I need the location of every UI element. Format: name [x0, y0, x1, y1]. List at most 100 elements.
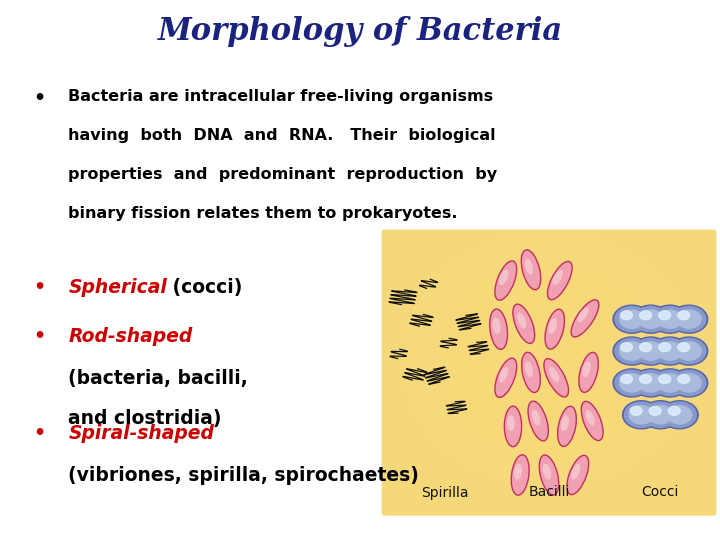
Text: having  both  DNA  and  RNA.   Their  biological: having both DNA and RNA. Their biologica…: [68, 128, 496, 143]
Ellipse shape: [585, 410, 595, 426]
Circle shape: [613, 305, 650, 333]
Circle shape: [670, 369, 708, 397]
Circle shape: [662, 402, 696, 428]
Circle shape: [632, 337, 670, 365]
Circle shape: [639, 374, 663, 392]
Text: properties  and  predominant  reproduction  by: properties and predominant reproduction …: [68, 167, 498, 182]
Ellipse shape: [513, 304, 535, 343]
Ellipse shape: [517, 313, 526, 328]
Circle shape: [670, 337, 708, 365]
Circle shape: [649, 406, 661, 415]
Circle shape: [677, 342, 701, 360]
Circle shape: [677, 374, 701, 392]
Ellipse shape: [547, 261, 572, 300]
Text: Bacteria are intracellular free-living organisms: Bacteria are intracellular free-living o…: [68, 89, 493, 104]
Ellipse shape: [492, 318, 500, 334]
Circle shape: [621, 310, 632, 320]
Ellipse shape: [504, 406, 521, 447]
Circle shape: [621, 343, 632, 352]
Ellipse shape: [402, 232, 696, 485]
Circle shape: [629, 406, 654, 424]
Circle shape: [672, 307, 706, 332]
Text: (cocci): (cocci): [166, 278, 242, 297]
Ellipse shape: [543, 464, 552, 480]
Circle shape: [672, 370, 706, 395]
Text: Spherical: Spherical: [68, 278, 167, 297]
Circle shape: [639, 310, 663, 328]
Ellipse shape: [567, 455, 589, 495]
Ellipse shape: [525, 361, 533, 377]
Circle shape: [613, 337, 650, 365]
Circle shape: [621, 375, 632, 383]
Circle shape: [653, 339, 687, 364]
Circle shape: [653, 307, 687, 332]
Circle shape: [677, 310, 701, 328]
Ellipse shape: [577, 308, 589, 322]
Circle shape: [634, 339, 667, 364]
Circle shape: [648, 406, 672, 424]
Circle shape: [642, 401, 679, 429]
Circle shape: [634, 370, 667, 395]
Circle shape: [639, 342, 663, 360]
Circle shape: [651, 337, 688, 365]
Ellipse shape: [558, 406, 576, 447]
Ellipse shape: [581, 401, 603, 441]
Text: (vibriones, spirilla, spirochaetes): (vibriones, spirilla, spirochaetes): [68, 466, 419, 485]
Circle shape: [632, 305, 670, 333]
Ellipse shape: [514, 464, 522, 480]
Text: •: •: [34, 278, 45, 297]
Circle shape: [630, 406, 642, 415]
Circle shape: [658, 374, 682, 392]
Ellipse shape: [571, 464, 580, 480]
Circle shape: [658, 310, 682, 328]
Circle shape: [658, 342, 682, 360]
Circle shape: [624, 402, 658, 428]
Circle shape: [615, 370, 649, 395]
Text: Bacilli: Bacilli: [528, 485, 570, 500]
FancyBboxPatch shape: [382, 230, 716, 516]
Circle shape: [644, 402, 678, 428]
Circle shape: [661, 401, 698, 429]
Circle shape: [651, 369, 688, 397]
Text: (bacteria, bacilli,: (bacteria, bacilli,: [68, 369, 248, 388]
Text: •: •: [34, 89, 45, 108]
Ellipse shape: [499, 269, 508, 285]
Ellipse shape: [561, 415, 569, 431]
Circle shape: [620, 310, 644, 328]
Circle shape: [651, 305, 688, 333]
Ellipse shape: [507, 415, 515, 431]
Ellipse shape: [579, 353, 598, 393]
Circle shape: [672, 339, 706, 364]
Circle shape: [668, 406, 680, 415]
Circle shape: [659, 375, 670, 383]
Ellipse shape: [490, 309, 508, 349]
Circle shape: [670, 305, 708, 333]
Text: Rod-shaped: Rod-shaped: [68, 327, 193, 346]
Text: Spirilla: Spirilla: [420, 485, 468, 500]
Ellipse shape: [539, 455, 559, 495]
Circle shape: [659, 310, 670, 320]
Ellipse shape: [549, 367, 559, 382]
Circle shape: [653, 370, 687, 395]
Text: Morphology of Bacteria: Morphology of Bacteria: [158, 16, 562, 47]
Ellipse shape: [552, 269, 563, 285]
Circle shape: [620, 374, 644, 392]
Circle shape: [639, 343, 652, 352]
Ellipse shape: [495, 261, 517, 300]
Ellipse shape: [467, 288, 631, 429]
Text: binary fission relates them to prokaryotes.: binary fission relates them to prokaryot…: [68, 206, 458, 221]
Ellipse shape: [525, 259, 534, 274]
Ellipse shape: [495, 358, 517, 397]
Ellipse shape: [545, 309, 564, 349]
Circle shape: [615, 307, 649, 332]
Ellipse shape: [499, 367, 508, 382]
Ellipse shape: [521, 250, 541, 290]
Circle shape: [678, 343, 690, 352]
Text: Cocci: Cocci: [642, 485, 679, 500]
Circle shape: [632, 369, 670, 397]
Ellipse shape: [582, 361, 591, 377]
Circle shape: [613, 369, 650, 397]
Ellipse shape: [531, 410, 541, 426]
Ellipse shape: [544, 359, 569, 397]
Ellipse shape: [511, 455, 529, 495]
